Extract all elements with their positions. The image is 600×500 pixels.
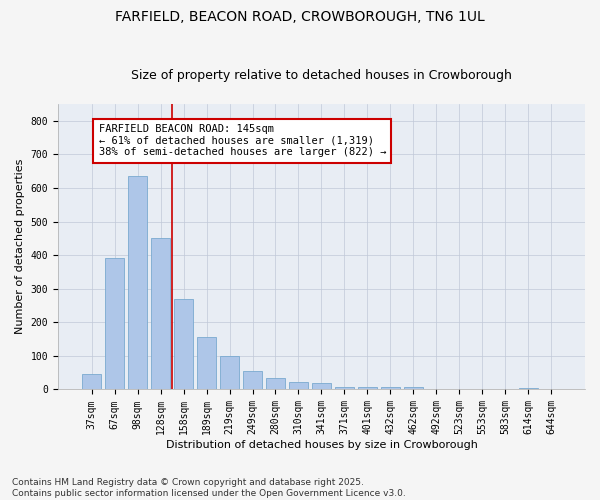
- Bar: [380, 387, 400, 390]
- Bar: [220, 356, 239, 390]
- Bar: [243, 371, 262, 390]
- Bar: [174, 299, 193, 390]
- Bar: [105, 258, 124, 390]
- Bar: [358, 387, 377, 390]
- Text: Contains HM Land Registry data © Crown copyright and database right 2025.
Contai: Contains HM Land Registry data © Crown c…: [12, 478, 406, 498]
- Bar: [335, 387, 354, 390]
- Bar: [289, 382, 308, 390]
- Bar: [128, 176, 148, 390]
- Y-axis label: Number of detached properties: Number of detached properties: [15, 159, 25, 334]
- Bar: [311, 384, 331, 390]
- Bar: [151, 238, 170, 390]
- Bar: [404, 387, 423, 390]
- Bar: [82, 374, 101, 390]
- Bar: [518, 388, 538, 390]
- X-axis label: Distribution of detached houses by size in Crowborough: Distribution of detached houses by size …: [166, 440, 478, 450]
- Text: FARFIELD BEACON ROAD: 145sqm
← 61% of detached houses are smaller (1,319)
38% of: FARFIELD BEACON ROAD: 145sqm ← 61% of de…: [98, 124, 386, 158]
- Text: FARFIELD, BEACON ROAD, CROWBOROUGH, TN6 1UL: FARFIELD, BEACON ROAD, CROWBOROUGH, TN6 …: [115, 10, 485, 24]
- Title: Size of property relative to detached houses in Crowborough: Size of property relative to detached ho…: [131, 69, 512, 82]
- Bar: [197, 338, 217, 390]
- Bar: [266, 378, 285, 390]
